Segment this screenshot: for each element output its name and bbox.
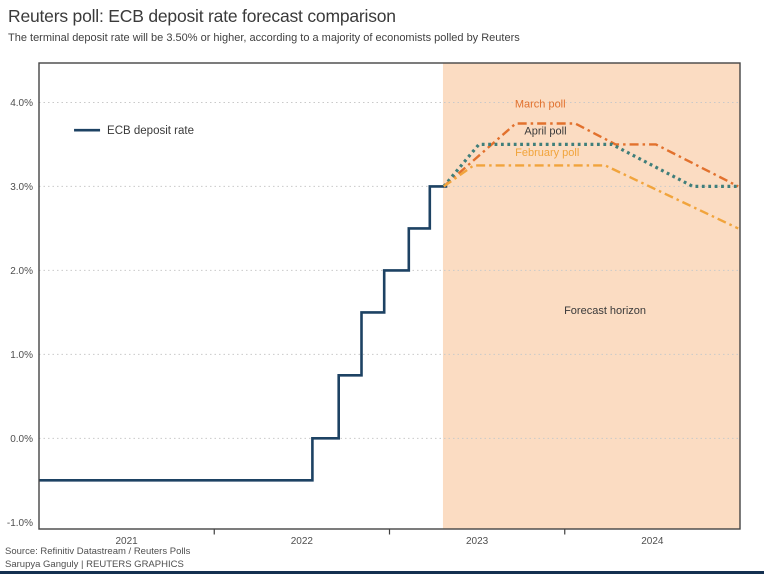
series-label-march-poll: March poll	[515, 99, 566, 111]
x-axis-label: 2023	[466, 536, 489, 547]
y-axis-label: -1.0%	[7, 518, 33, 529]
plot-frame	[38, 62, 741, 530]
y-axis-label: 2.0%	[10, 266, 33, 277]
source-line: Source: Refinitiv Datastream / Reuters P…	[5, 546, 191, 557]
page-subtitle: The terminal deposit rate will be 3.50% …	[8, 32, 520, 44]
forecast-horizon-label: Forecast horizon	[564, 305, 646, 317]
series-label-february-poll: February poll	[515, 147, 579, 159]
footer-rule	[0, 571, 764, 574]
series-ecb-deposit-rate	[39, 185, 448, 482]
x-axis-label: 2022	[291, 536, 314, 547]
series-february-poll	[443, 164, 739, 230]
y-axis-label: 4.0%	[10, 98, 33, 109]
series-label-april-poll: April poll	[524, 125, 566, 137]
y-axis-label: 3.0%	[10, 182, 33, 193]
series-april-poll	[442, 142, 739, 188]
legend-label: ECB deposit rate	[107, 125, 194, 137]
y-axis-label: 0.0%	[10, 434, 33, 445]
y-axis-label: 1.0%	[10, 350, 33, 361]
forecast-region	[442, 63, 740, 529]
x-axis-label: 2021	[116, 536, 139, 547]
credit-line: Sarupya Ganguly | REUTERS GRAPHICS	[5, 559, 184, 570]
x-axis-label: 2024	[641, 536, 664, 547]
page-title: Reuters poll: ECB deposit rate forecast …	[8, 6, 396, 26]
series-march-poll	[443, 122, 739, 188]
